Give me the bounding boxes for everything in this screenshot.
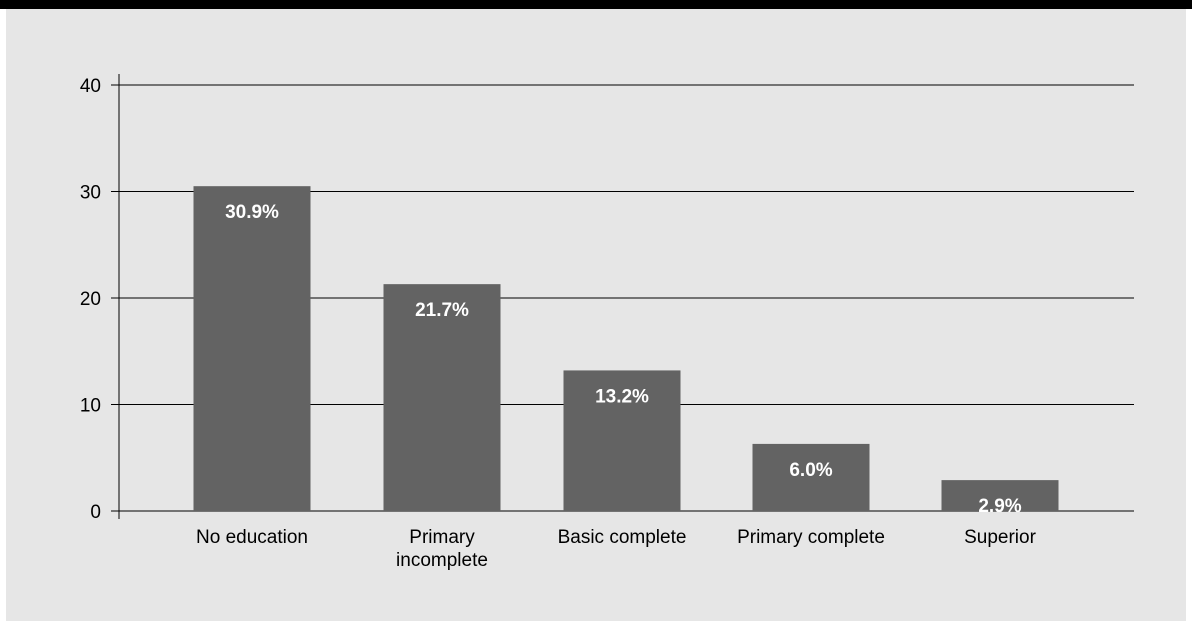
y-tick-label: 10 — [80, 396, 101, 417]
top-border-bar — [0, 0, 1192, 9]
labels: 0 10 20 30 40 30.9% No education 21.7% Primaryin… — [80, 76, 1037, 571]
y-tick-label: 20 — [80, 289, 101, 310]
data-label: 13.2% — [595, 386, 649, 407]
y-tick-label: 30 — [80, 183, 101, 204]
x-tick-label: incomplete — [396, 550, 488, 571]
x-tick-label: Superior — [964, 527, 1036, 548]
data-label: 6.0% — [789, 460, 832, 481]
data-label: 21.7% — [415, 300, 469, 321]
data-label: 2.9% — [978, 496, 1021, 517]
data-label: 30.9% — [225, 202, 279, 223]
bar-4 — [941, 480, 1059, 511]
bar-3 — [752, 443, 870, 511]
axes — [111, 74, 120, 519]
bar-1 — [383, 284, 501, 511]
bar-0 — [193, 186, 311, 512]
x-tick-label: No education — [196, 527, 308, 548]
bars — [193, 186, 1059, 512]
x-tick-label: Basic complete — [558, 527, 687, 548]
x-tick-label: Primary — [409, 527, 475, 548]
y-tick-label: 40 — [80, 76, 101, 97]
y-tick-label: 0 — [90, 502, 101, 523]
x-tick-label: Primary complete — [737, 527, 885, 548]
bar-2 — [563, 370, 681, 511]
